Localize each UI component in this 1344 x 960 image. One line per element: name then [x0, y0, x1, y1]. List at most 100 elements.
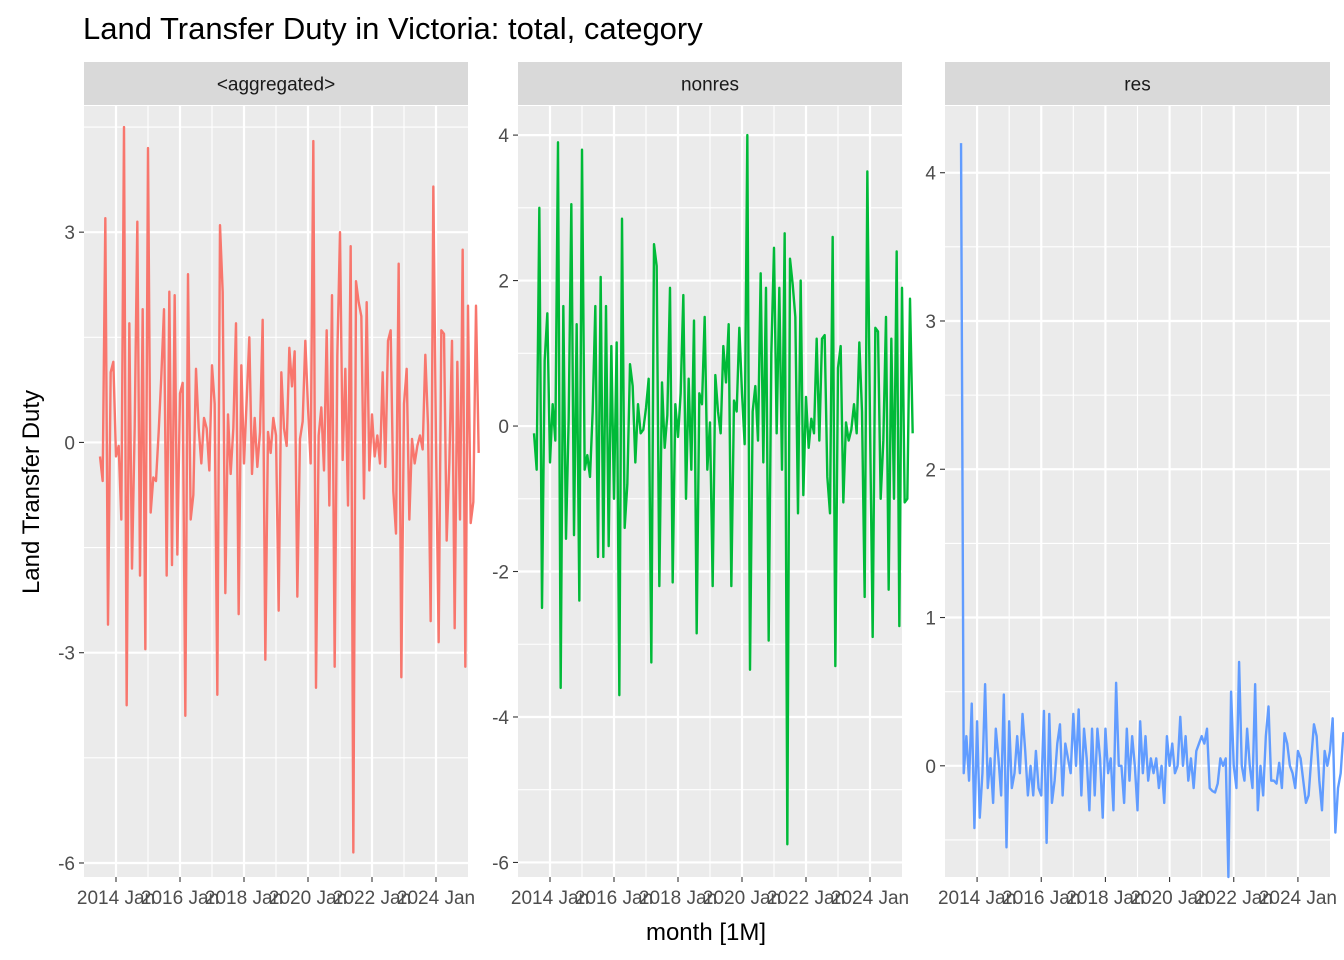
data-point: [184, 715, 186, 717]
data-point: [1235, 787, 1237, 789]
y-tick-label: 2: [925, 460, 936, 481]
data-point: [1305, 802, 1307, 804]
y-tick-label: 3: [64, 223, 75, 244]
data-point: [1329, 750, 1331, 752]
data-point: [1136, 809, 1138, 811]
data-point: [634, 461, 636, 463]
data-point: [989, 757, 991, 759]
data-point: [275, 434, 277, 436]
data-point: [818, 439, 820, 441]
y-tick-label: 0: [925, 757, 936, 778]
data-point: [663, 447, 665, 449]
data-point: [1104, 728, 1106, 730]
data-point: [229, 473, 231, 475]
data-point: [264, 659, 266, 661]
data-point: [735, 410, 737, 412]
data-point: [1227, 876, 1229, 878]
data-point: [823, 334, 825, 336]
data-point: [1225, 757, 1227, 759]
data-point: [104, 217, 106, 219]
data-point: [863, 596, 865, 598]
facet-strip: [84, 62, 468, 105]
y-tick-label: 1: [925, 609, 936, 630]
data-point: [144, 648, 146, 650]
data-point: [325, 329, 327, 331]
data-point: [1291, 772, 1293, 774]
data-point: [293, 350, 295, 352]
y-tick-label: 0: [64, 433, 75, 454]
data-point: [976, 720, 978, 722]
data-point: [565, 538, 567, 540]
data-point: [1088, 809, 1090, 811]
data-point: [416, 445, 418, 447]
data-point: [749, 669, 751, 671]
data-point: [805, 396, 807, 398]
data-point: [911, 432, 913, 434]
data-point: [131, 567, 133, 569]
data-point: [802, 494, 804, 496]
data-point: [379, 462, 381, 464]
data-point: [890, 338, 892, 340]
data-point: [879, 498, 881, 500]
x-tick-label: 2024 Jan: [831, 888, 909, 909]
data-point: [871, 636, 873, 638]
data-point: [112, 361, 114, 363]
data-point: [197, 427, 199, 429]
y-tick-label: -2: [492, 563, 509, 584]
data-point: [1270, 779, 1272, 781]
x-tick-label: 2016 Jan: [575, 888, 653, 909]
data-point: [344, 368, 346, 370]
data-point: [333, 666, 335, 668]
data-point: [1035, 750, 1037, 752]
data-point: [1171, 742, 1173, 744]
data-point: [869, 421, 871, 423]
data-point: [187, 273, 189, 275]
data-point: [815, 338, 817, 340]
data-point: [453, 627, 455, 629]
data-point: [973, 827, 975, 829]
data-point: [861, 410, 863, 412]
data-point: [602, 556, 604, 558]
data-point: [703, 316, 705, 318]
data-point: [653, 243, 655, 245]
data-point: [1299, 757, 1301, 759]
data-point: [149, 511, 151, 513]
data-point: [837, 367, 839, 369]
data-point: [1238, 661, 1240, 663]
data-point: [272, 417, 274, 419]
data-point: [733, 399, 735, 401]
facet-strip-label: nonres: [681, 75, 739, 96]
data-point: [1281, 787, 1283, 789]
data-point: [1243, 779, 1245, 781]
data-point: [451, 340, 453, 342]
data-point: [99, 455, 101, 457]
data-point: [368, 469, 370, 471]
data-point: [1083, 728, 1085, 730]
data-point: [459, 518, 461, 520]
data-point: [1072, 713, 1074, 715]
data-point: [1233, 765, 1235, 767]
data-point: [682, 294, 684, 296]
data-point: [1211, 790, 1213, 792]
data-point: [363, 497, 365, 499]
data-point: [570, 203, 572, 205]
data-point: [586, 454, 588, 456]
data-point: [677, 436, 679, 438]
x-tick-label: 2016 Jan: [141, 888, 219, 909]
data-point: [898, 625, 900, 627]
data-point: [352, 851, 354, 853]
data-point: [413, 462, 415, 464]
data-point: [331, 294, 333, 296]
data-point: [757, 439, 759, 441]
data-point: [376, 434, 378, 436]
data-point: [901, 287, 903, 289]
data-point: [794, 316, 796, 318]
data-point: [283, 427, 285, 429]
data-point: [448, 462, 450, 464]
data-point: [979, 816, 981, 818]
data-point: [1251, 787, 1253, 789]
data-point: [1021, 713, 1023, 715]
data-point: [419, 434, 421, 436]
data-point: [549, 461, 551, 463]
x-tick-label: 2024 Jan: [1259, 888, 1337, 909]
